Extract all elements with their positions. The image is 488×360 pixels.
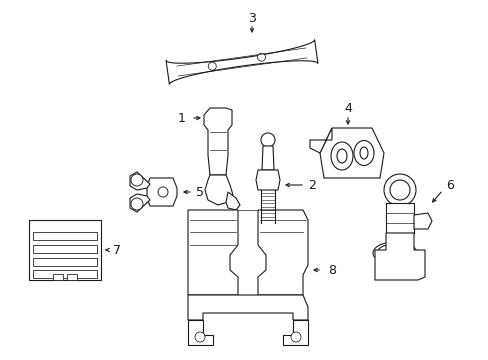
Circle shape xyxy=(261,133,274,147)
Text: 2: 2 xyxy=(307,179,315,192)
Polygon shape xyxy=(147,178,177,206)
Bar xyxy=(29,220,101,280)
Ellipse shape xyxy=(372,242,416,264)
Bar xyxy=(33,258,97,266)
Ellipse shape xyxy=(376,244,412,262)
Circle shape xyxy=(131,174,142,186)
Circle shape xyxy=(389,180,409,200)
Polygon shape xyxy=(283,320,307,345)
Text: 4: 4 xyxy=(344,102,351,114)
Polygon shape xyxy=(225,192,240,210)
Polygon shape xyxy=(319,128,383,178)
Bar xyxy=(53,274,63,280)
Polygon shape xyxy=(309,128,331,153)
Ellipse shape xyxy=(353,140,373,166)
Ellipse shape xyxy=(377,252,411,270)
Polygon shape xyxy=(203,108,231,175)
Polygon shape xyxy=(187,210,238,295)
Bar xyxy=(33,270,97,278)
Ellipse shape xyxy=(382,263,406,275)
Polygon shape xyxy=(374,233,424,280)
Ellipse shape xyxy=(330,142,352,170)
Polygon shape xyxy=(187,295,307,320)
Polygon shape xyxy=(130,172,150,190)
Text: 5: 5 xyxy=(196,185,203,198)
Circle shape xyxy=(257,53,265,61)
Text: 7: 7 xyxy=(113,243,121,257)
Bar xyxy=(33,245,97,253)
Bar xyxy=(385,203,413,233)
Circle shape xyxy=(158,187,168,197)
Polygon shape xyxy=(262,146,273,170)
Ellipse shape xyxy=(359,147,367,159)
Ellipse shape xyxy=(386,265,402,273)
Circle shape xyxy=(131,198,142,210)
Circle shape xyxy=(195,332,204,342)
Ellipse shape xyxy=(381,255,407,267)
Polygon shape xyxy=(166,40,317,84)
Text: 8: 8 xyxy=(327,264,335,276)
Ellipse shape xyxy=(336,149,346,163)
Polygon shape xyxy=(204,175,232,205)
Polygon shape xyxy=(187,320,213,345)
Text: 1: 1 xyxy=(178,112,185,125)
Polygon shape xyxy=(130,194,150,212)
Circle shape xyxy=(383,174,415,206)
Text: 3: 3 xyxy=(247,12,255,24)
Polygon shape xyxy=(263,223,272,246)
Bar xyxy=(33,232,97,240)
Polygon shape xyxy=(267,242,278,250)
Polygon shape xyxy=(256,170,280,190)
Bar xyxy=(67,274,77,280)
Circle shape xyxy=(208,62,216,70)
Polygon shape xyxy=(258,210,307,295)
Text: 6: 6 xyxy=(445,179,453,192)
Polygon shape xyxy=(413,213,431,229)
Circle shape xyxy=(290,332,301,342)
